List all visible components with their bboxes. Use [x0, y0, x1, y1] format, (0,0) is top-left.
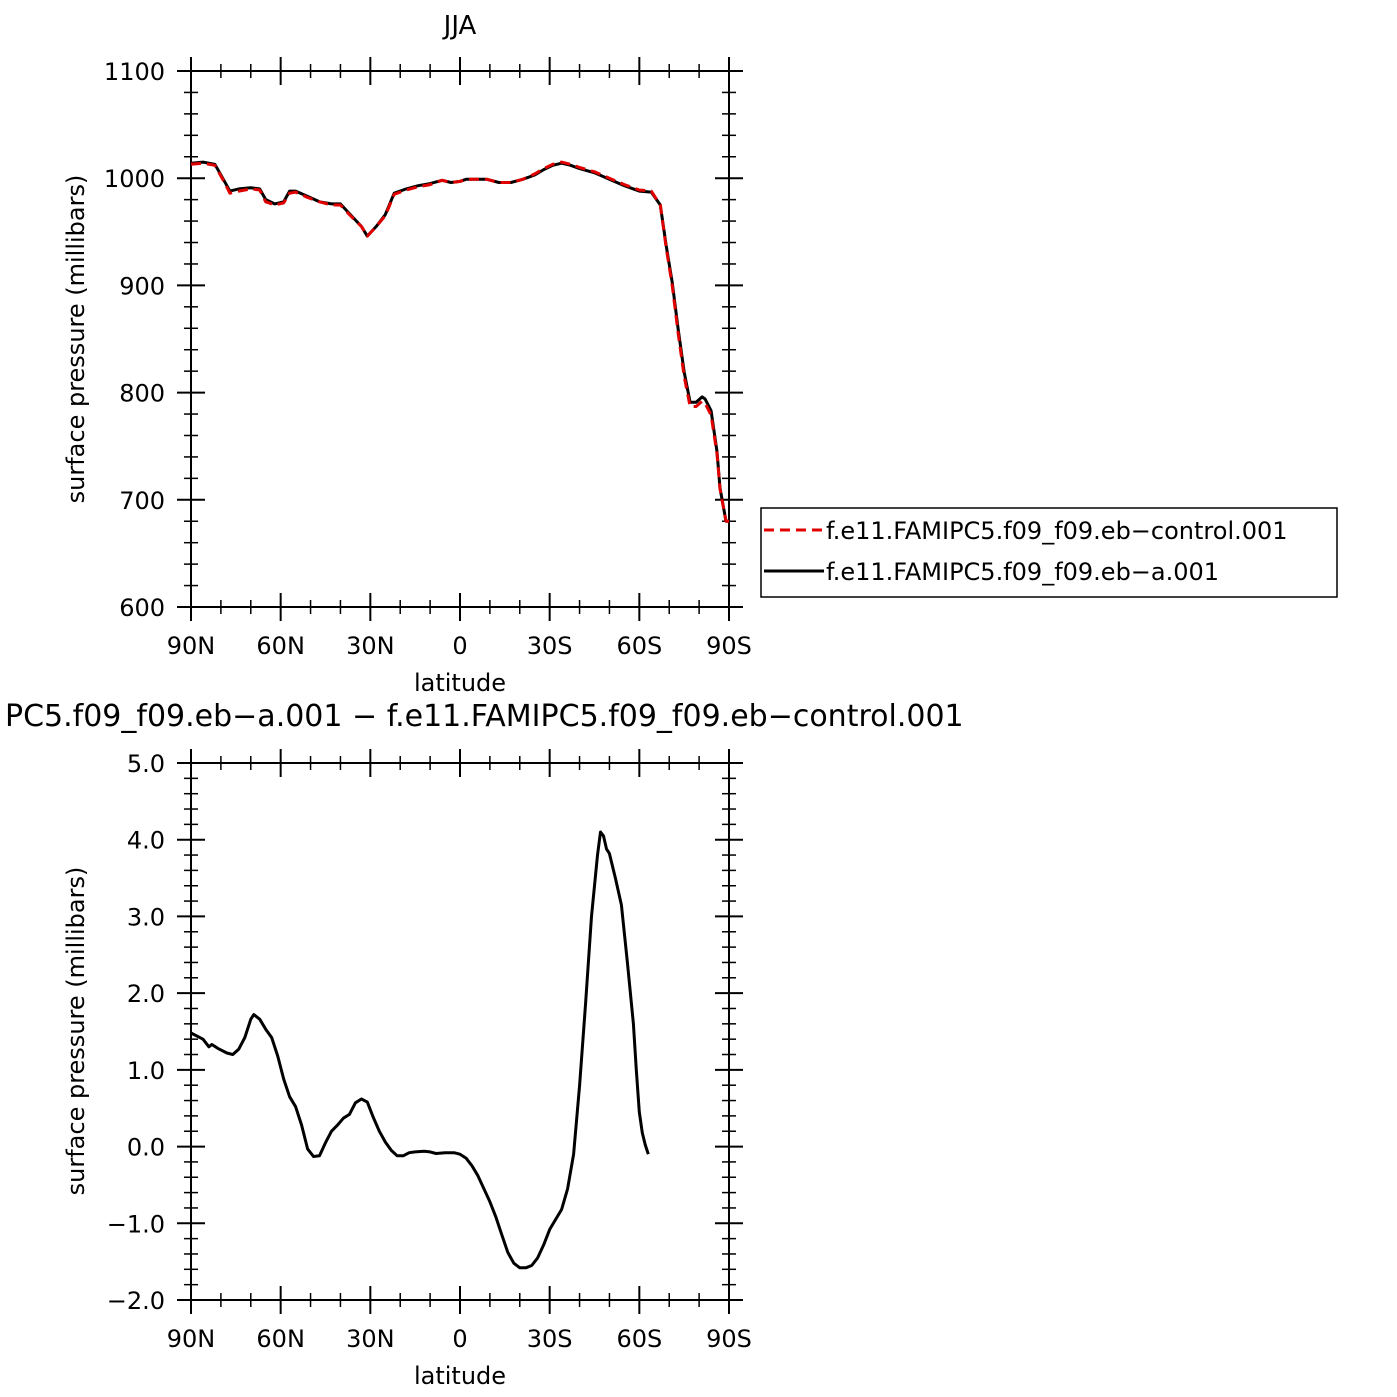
series-line-0 — [190, 160, 729, 523]
bottom-chart-y-axis-label: surface pressure (millibars) — [62, 867, 90, 1196]
x-tick-label: 90N — [167, 632, 216, 660]
y-tick-label: 2.0 — [127, 980, 165, 1008]
bottom-chart-title: PC5.f09_f09.eb−a.001 − f.e11.FAMIPC5.f09… — [5, 699, 964, 734]
bottom-chart-y-ticks: −2.0 −1.0 0.0 1.0 2.0 3.0 4.0 5.0 — [107, 750, 743, 1315]
bottom-chart-minor-ticks — [184, 756, 736, 1307]
top-chart-minor-ticks — [184, 64, 736, 614]
x-tick-label: 30N — [346, 1325, 395, 1353]
y-tick-label: 800 — [119, 380, 165, 408]
top-chart-plot-frame — [190, 70, 730, 608]
legend-label-experiment: f.e11.FAMIPC5.f09_f09.eb−a.001 — [826, 558, 1219, 586]
x-tick-label: 90S — [706, 632, 752, 660]
top-chart-series — [190, 160, 729, 523]
x-tick-label: 90N — [167, 1325, 216, 1353]
bottom-chart-series — [190, 830, 650, 1270]
x-tick-label: 30S — [527, 632, 573, 660]
x-tick-label: 60S — [616, 1325, 662, 1353]
legend-box — [760, 507, 1338, 598]
top-chart-y-axis-label: surface pressure (millibars) — [62, 175, 90, 504]
x-tick-label: 30N — [346, 632, 395, 660]
x-tick-label: 0 — [452, 632, 467, 660]
bottom-chart: PC5.f09_f09.eb−a.001 − f.e11.FAMIPC5.f09… — [5, 699, 964, 1390]
bottom-chart-plot-frame — [190, 762, 730, 1301]
x-tick-label: 60N — [256, 632, 305, 660]
top-chart-y-ticks: 600 700 800 900 1000 1100 — [104, 58, 743, 622]
y-tick-label: 1000 — [104, 165, 165, 193]
x-tick-label: 90S — [706, 1325, 752, 1353]
y-tick-label: −2.0 — [107, 1287, 165, 1315]
bottom-chart-x-ticks: 90N 60N 30N 0 30S 60S 90S — [167, 749, 752, 1353]
y-tick-label: 600 — [119, 594, 165, 622]
y-tick-label: 4.0 — [127, 827, 165, 855]
top-chart-title: JJA — [442, 11, 477, 41]
y-tick-label: 0.0 — [127, 1134, 165, 1162]
x-tick-label: 60N — [256, 1325, 305, 1353]
x-tick-label: 30S — [527, 1325, 573, 1353]
top-chart-x-ticks: 90N 60N 30N 0 30S 60S 90S — [167, 57, 752, 660]
series-line-0 — [190, 830, 650, 1270]
bottom-chart-x-axis-label: latitude — [414, 1362, 506, 1390]
y-tick-label: 5.0 — [127, 750, 165, 778]
y-tick-label: 900 — [119, 272, 165, 300]
series-line-1 — [190, 160, 729, 523]
x-tick-label: 60S — [616, 632, 662, 660]
x-tick-label: 0 — [452, 1325, 467, 1353]
legend-label-control: f.e11.FAMIPC5.f09_f09.eb−control.001 — [826, 517, 1288, 545]
y-tick-label: −1.0 — [107, 1210, 165, 1238]
top-chart-x-axis-label: latitude — [414, 669, 506, 697]
y-tick-label: 1100 — [104, 58, 165, 86]
top-chart: JJA 600 700 800 900 1000 1100 90N 60N 30N 0 30S 60… — [62, 11, 1338, 697]
y-tick-label: 700 — [119, 487, 165, 515]
y-tick-label: 1.0 — [127, 1057, 165, 1085]
y-tick-label: 3.0 — [127, 903, 165, 931]
legend: f.e11.FAMIPC5.f09_f09.eb−control.001 f.e… — [760, 507, 1338, 598]
